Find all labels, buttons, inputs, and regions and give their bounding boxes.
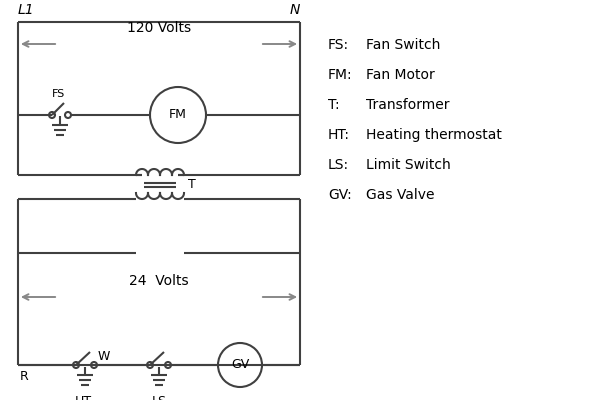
- Text: LS: LS: [152, 395, 166, 400]
- Text: LS:: LS:: [328, 158, 349, 172]
- Text: T:: T:: [328, 98, 340, 112]
- Text: L1: L1: [18, 3, 35, 17]
- Text: Heating thermostat: Heating thermostat: [366, 128, 502, 142]
- Text: FM: FM: [169, 108, 187, 122]
- Text: T: T: [188, 178, 196, 192]
- Text: FS: FS: [52, 89, 65, 99]
- Text: FM:: FM:: [328, 68, 353, 82]
- Text: HT: HT: [74, 395, 91, 400]
- Text: Fan Switch: Fan Switch: [366, 38, 440, 52]
- Text: Transformer: Transformer: [366, 98, 450, 112]
- Text: GV:: GV:: [328, 188, 352, 202]
- Text: HT:: HT:: [328, 128, 350, 142]
- Text: N: N: [290, 3, 300, 17]
- Text: R: R: [20, 370, 29, 383]
- Text: FS:: FS:: [328, 38, 349, 52]
- Text: 120 Volts: 120 Volts: [127, 21, 191, 35]
- Text: GV: GV: [231, 358, 249, 372]
- Text: 24  Volts: 24 Volts: [129, 274, 189, 288]
- Text: Gas Valve: Gas Valve: [366, 188, 434, 202]
- Text: Fan Motor: Fan Motor: [366, 68, 435, 82]
- Text: W: W: [98, 350, 110, 363]
- Text: Limit Switch: Limit Switch: [366, 158, 451, 172]
